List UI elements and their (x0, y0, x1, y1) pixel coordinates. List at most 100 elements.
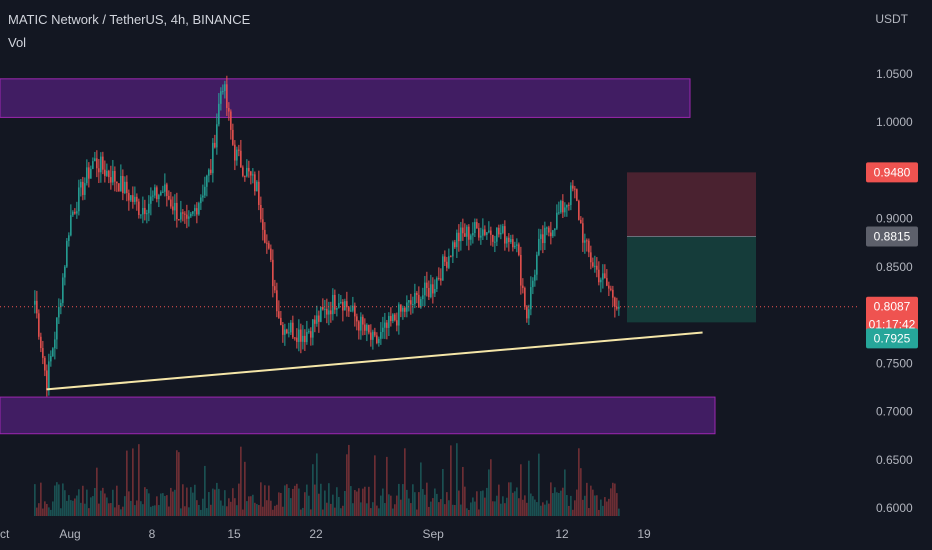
volume-bar (518, 498, 520, 516)
support-zone[interactable] (0, 396, 716, 435)
volume-legend[interactable]: Vol (8, 35, 27, 50)
volume-bar (464, 486, 466, 516)
volume-bar (578, 448, 580, 516)
volume-bar (570, 495, 572, 516)
candle-body (292, 322, 294, 338)
candle-body (72, 211, 74, 216)
volume-bar (618, 508, 620, 516)
candle-body (170, 199, 172, 207)
take-profit-price-tag[interactable] (866, 328, 918, 349)
volume-bar (52, 501, 54, 516)
candle-body (476, 222, 478, 229)
volume-bar (438, 502, 440, 516)
candle-body (60, 302, 62, 308)
volume-bar (388, 494, 390, 516)
candle-body (146, 213, 148, 215)
volume-bar (494, 501, 496, 516)
candle-body (474, 222, 476, 234)
volume-bar (432, 498, 434, 516)
candle-body (306, 332, 308, 343)
candle-body (468, 226, 470, 240)
candle-body (546, 227, 548, 229)
volume-bar (614, 483, 616, 516)
candle-body (414, 293, 416, 305)
volume-bar (446, 492, 448, 516)
volume-bar (556, 492, 558, 516)
candle-body (588, 240, 590, 253)
volume-bar (168, 506, 170, 516)
candle-body (50, 356, 52, 362)
candle-body (336, 307, 338, 310)
candle-body (370, 332, 372, 340)
volume-bar (322, 509, 324, 516)
volume-bar (526, 502, 528, 516)
candle-body (464, 233, 466, 237)
volume-bar (206, 508, 208, 516)
entry-price-tag[interactable] (866, 226, 918, 247)
candle-body (518, 244, 520, 255)
volume-bar (216, 482, 218, 516)
candle-body (256, 181, 258, 192)
candle-body (44, 357, 46, 371)
candle-body (236, 149, 238, 161)
volume-bar (88, 508, 90, 516)
volume-bar (218, 488, 220, 516)
volume-bar (354, 490, 356, 516)
volume-bar (330, 503, 332, 516)
candle-body (618, 306, 620, 309)
volume-bar (272, 509, 274, 516)
candle-body (332, 294, 334, 315)
volume-bar (230, 501, 232, 516)
volume-bar (482, 490, 484, 516)
volume-bar (170, 487, 172, 516)
candle-body (560, 201, 562, 213)
position-risk-area[interactable] (627, 172, 756, 237)
volume-bar (212, 488, 214, 516)
last-price-tag[interactable] (866, 296, 918, 335)
volume-bar (96, 467, 98, 516)
candle-body (172, 206, 174, 211)
candle-body (394, 314, 396, 321)
volume-bar (460, 504, 462, 516)
candle-body (154, 187, 156, 196)
support-trendline[interactable] (46, 331, 703, 391)
price-tick-label: 0.7500 (876, 356, 913, 370)
volume-bar (90, 497, 92, 516)
volume-bar (606, 501, 608, 516)
candle-body (148, 203, 150, 214)
volume-bar (572, 509, 574, 516)
volume-bar (348, 444, 350, 516)
volume-bar (398, 483, 400, 516)
candle-body (160, 192, 162, 196)
candle-body (460, 227, 462, 242)
volume-bar (522, 499, 524, 516)
candle-body (610, 288, 612, 290)
candle-body (252, 174, 254, 176)
candle-body (326, 308, 328, 315)
candle-body (366, 324, 368, 331)
candle-body (504, 226, 506, 244)
stop-loss-price-tag[interactable] (866, 162, 918, 183)
candle-body (376, 335, 378, 344)
candle-body (486, 232, 488, 235)
candle-body (466, 226, 468, 237)
volume-bar (54, 485, 56, 516)
candle-body (288, 332, 290, 334)
candle-body (78, 187, 80, 212)
candle-body (286, 329, 288, 333)
candle-body (606, 278, 608, 286)
volume-bar (496, 495, 498, 516)
volume-bar (174, 489, 176, 516)
volume-bar (380, 495, 382, 516)
entry-price-value: 0.8815 (874, 230, 911, 244)
resistance-zone[interactable] (0, 78, 691, 118)
symbol-title[interactable]: MATIC Network / TetherUS, 4h, BINANCE (8, 12, 251, 27)
candle-body (238, 149, 240, 151)
candle-body (404, 307, 406, 312)
price-tick-label: 0.6000 (876, 501, 913, 515)
candle-body (128, 193, 130, 201)
volume-bar (50, 509, 52, 516)
position-reward-area[interactable] (627, 236, 756, 323)
candle-body (508, 237, 510, 243)
